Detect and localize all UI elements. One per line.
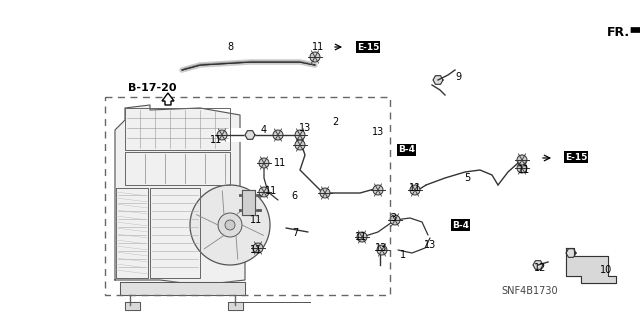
Text: SNF4B1730: SNF4B1730 xyxy=(502,286,558,296)
Polygon shape xyxy=(115,105,245,285)
Text: 5: 5 xyxy=(464,173,470,183)
Circle shape xyxy=(273,130,283,140)
Circle shape xyxy=(190,185,270,265)
Circle shape xyxy=(310,52,320,62)
Polygon shape xyxy=(566,249,576,257)
Circle shape xyxy=(517,163,527,173)
Circle shape xyxy=(295,130,305,140)
Circle shape xyxy=(259,187,269,197)
Text: 11: 11 xyxy=(274,158,286,168)
Polygon shape xyxy=(228,302,243,310)
Text: B-17-20: B-17-20 xyxy=(128,83,177,93)
Text: E-15: E-15 xyxy=(565,152,588,161)
Text: 11: 11 xyxy=(250,215,262,225)
Text: 13: 13 xyxy=(372,127,384,137)
Text: 8: 8 xyxy=(227,42,233,52)
Text: 2: 2 xyxy=(332,117,338,127)
Text: B-4: B-4 xyxy=(452,220,469,229)
Polygon shape xyxy=(566,248,616,283)
Polygon shape xyxy=(533,261,543,269)
Circle shape xyxy=(295,140,305,150)
Text: 11: 11 xyxy=(265,186,277,196)
Text: E-15: E-15 xyxy=(357,42,380,51)
Circle shape xyxy=(357,232,367,242)
Polygon shape xyxy=(245,131,255,139)
Text: 11: 11 xyxy=(250,245,262,255)
Circle shape xyxy=(253,243,263,253)
Text: 11: 11 xyxy=(312,42,324,52)
Text: 11: 11 xyxy=(210,135,222,145)
Bar xyxy=(105,97,390,295)
Circle shape xyxy=(373,185,383,195)
Text: 3: 3 xyxy=(390,213,396,223)
Text: 1: 1 xyxy=(400,250,406,260)
Circle shape xyxy=(259,158,269,168)
Circle shape xyxy=(377,245,387,255)
FancyArrow shape xyxy=(631,25,640,35)
Text: 6: 6 xyxy=(291,191,297,201)
Text: 13: 13 xyxy=(424,240,436,250)
Text: 4: 4 xyxy=(261,125,267,135)
Circle shape xyxy=(410,185,420,195)
Polygon shape xyxy=(125,302,140,310)
Text: 9: 9 xyxy=(455,72,461,82)
Text: 13: 13 xyxy=(375,243,387,253)
Circle shape xyxy=(217,130,227,140)
Text: 13: 13 xyxy=(299,123,311,133)
Text: 12: 12 xyxy=(534,263,546,273)
Circle shape xyxy=(320,188,330,198)
Text: 11: 11 xyxy=(355,232,367,242)
Text: 7: 7 xyxy=(292,228,298,238)
Polygon shape xyxy=(120,282,245,295)
FancyArrow shape xyxy=(162,93,174,105)
Circle shape xyxy=(225,220,235,230)
Text: B-4: B-4 xyxy=(398,145,415,154)
Circle shape xyxy=(218,213,242,237)
Text: 10: 10 xyxy=(600,265,612,275)
Polygon shape xyxy=(242,190,255,215)
Text: 11: 11 xyxy=(518,165,530,175)
Circle shape xyxy=(390,215,400,225)
Circle shape xyxy=(517,155,527,165)
Text: 11: 11 xyxy=(409,183,421,193)
Text: FR.: FR. xyxy=(607,26,630,39)
Polygon shape xyxy=(433,76,443,84)
